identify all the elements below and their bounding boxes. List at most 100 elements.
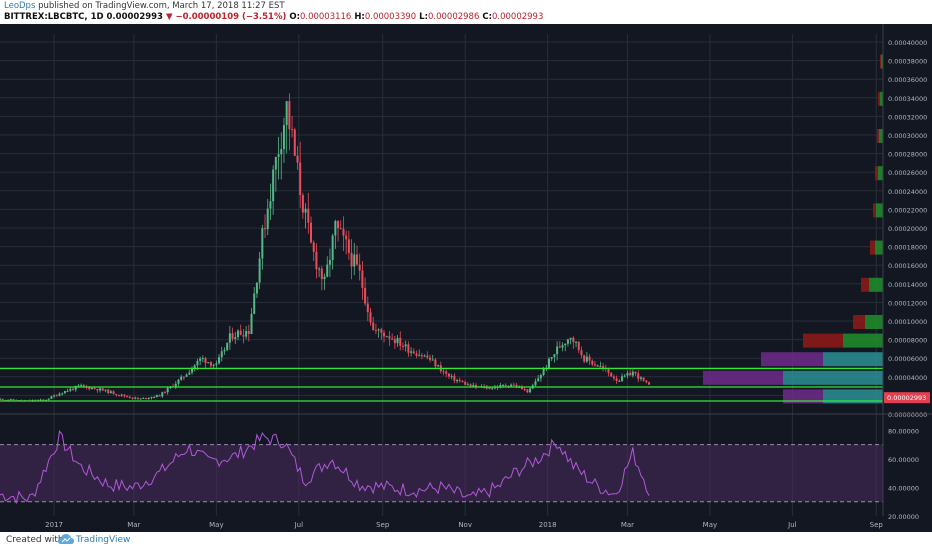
candle-body	[199, 358, 202, 361]
candle-body	[585, 356, 588, 362]
tradingview-cloud-icon	[58, 534, 74, 544]
candle-body	[201, 358, 204, 360]
volume-profile-bar	[803, 333, 843, 348]
candle-body	[58, 393, 61, 396]
price-tick-label: 0.00038000	[888, 58, 927, 66]
candle-body	[391, 338, 394, 340]
volume-profile-bar	[881, 54, 883, 69]
candle-body	[80, 385, 83, 387]
candle-body	[326, 264, 329, 277]
candle-body	[253, 293, 256, 314]
candle-body	[575, 341, 578, 343]
candle-body	[458, 380, 461, 382]
price-tick-label: 0.00036000	[888, 76, 927, 84]
candle-body	[534, 381, 537, 386]
symbol-info: BITTREX:LBCBTC, 1D 0.00002993 ▼ −0.00000…	[4, 12, 543, 22]
candle-body	[39, 399, 42, 401]
candle-body	[90, 388, 93, 390]
time-axis[interactable]: 2017 Mar May Jul Sep Nov 2018 Mar May Jul Sep	[45, 521, 883, 529]
candle-body	[134, 397, 137, 399]
time-tick-label: 2018	[539, 521, 557, 529]
candle-body	[648, 382, 651, 385]
candle-body	[472, 385, 475, 387]
candle-body	[204, 358, 207, 364]
volume-profile-bar	[879, 129, 883, 143]
candle-body	[539, 375, 542, 379]
candle-body	[556, 346, 559, 355]
volume-profile-bar	[875, 240, 883, 255]
candle-body	[626, 372, 629, 376]
candle-body	[174, 383, 177, 387]
candle-body	[288, 101, 291, 130]
candle-body	[345, 235, 348, 240]
candle-body	[99, 388, 102, 391]
volume-profile-bar	[880, 54, 881, 69]
price-chart[interactable]: 0.000000000.000020000.000040000.00006000…	[0, 24, 932, 532]
price-tick-label: 0.00004000	[888, 374, 927, 382]
candle-body	[431, 359, 434, 361]
price-tick-label: 0.00012000	[888, 299, 927, 307]
volume-profile-bar	[843, 333, 883, 348]
candle-body	[269, 201, 272, 209]
candle-body	[285, 101, 288, 126]
candle-body	[107, 389, 110, 393]
candle-body	[629, 372, 632, 376]
time-tick-label: 2017	[45, 521, 63, 529]
rsi-band	[0, 444, 883, 502]
candle-body	[639, 377, 642, 379]
candle-body	[120, 394, 123, 396]
volume-profile-bar	[761, 352, 823, 367]
candle-body	[9, 399, 12, 401]
candle-body	[55, 395, 58, 397]
rsi-tick-label: 40.00000	[888, 484, 919, 492]
candle-body	[0, 398, 1, 400]
price-axis[interactable]: 0.000000000.000020000.000040000.00006000…	[884, 39, 930, 419]
candle-body	[296, 155, 299, 163]
candle-body	[310, 222, 313, 243]
candle-body	[63, 391, 66, 394]
candle-body	[12, 399, 15, 401]
time-tick-label: Jul	[787, 521, 797, 529]
price-tick-label: 0.00008000	[888, 337, 927, 345]
candle-body	[374, 330, 377, 332]
author-link[interactable]: LeoDps	[4, 1, 36, 11]
support-resistance-lines[interactable]	[0, 367, 883, 402]
candle-body	[637, 373, 640, 379]
candle-body	[520, 386, 523, 390]
candle-body	[610, 372, 613, 377]
tradingview-brand[interactable]: TradingView	[76, 535, 131, 545]
candle-body	[312, 242, 315, 252]
candle-body	[642, 377, 645, 381]
candle-body	[274, 156, 277, 170]
candle-body	[331, 235, 334, 261]
volume-profile-bar	[880, 91, 883, 106]
candle-body	[542, 368, 545, 376]
symbol-label: BITTREX:LBCBTC, 1D	[4, 12, 104, 22]
candle-body	[264, 228, 267, 230]
candle-body	[277, 154, 280, 157]
candle-body	[61, 393, 64, 395]
candle-body	[318, 268, 321, 270]
candle-body	[377, 329, 380, 331]
candle-body	[429, 357, 432, 360]
candle-body	[234, 337, 237, 339]
candle-body	[621, 376, 624, 381]
price-tick-label: 0.00000000	[888, 411, 927, 419]
candle-body	[564, 343, 567, 346]
candle-body	[228, 333, 231, 343]
candle-body	[507, 385, 510, 387]
candle-body	[523, 389, 526, 391]
candle-body	[136, 397, 139, 399]
candle-body	[591, 360, 594, 365]
candle-body	[353, 254, 356, 267]
candle-body	[634, 371, 637, 374]
price-tick-label: 0.00020000	[888, 225, 927, 233]
candle-body	[128, 396, 131, 398]
candle-body	[166, 387, 169, 393]
candle-body	[218, 357, 221, 364]
candle-body	[399, 337, 402, 346]
candle-body	[328, 260, 331, 265]
candle-body	[599, 366, 602, 368]
chart-header: LeoDps published on TradingView.com, Mar…	[0, 0, 932, 24]
volume-profile	[703, 54, 883, 404]
